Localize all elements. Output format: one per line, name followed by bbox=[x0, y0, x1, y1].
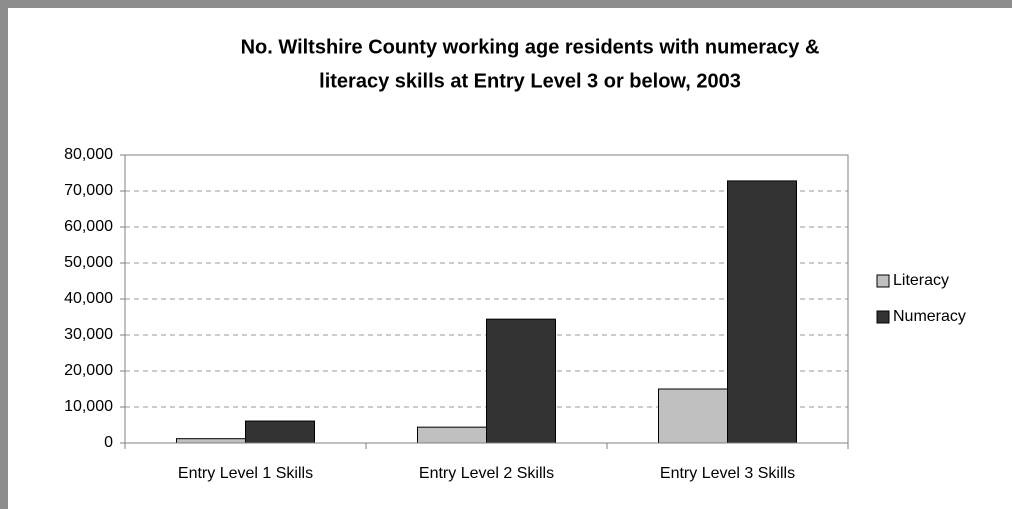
chart-title: No. Wiltshire County working age residen… bbox=[241, 36, 820, 58]
y-tick-label: 70,000 bbox=[64, 182, 113, 199]
bar bbox=[727, 180, 797, 444]
bar bbox=[245, 420, 315, 444]
legend-swatch bbox=[876, 310, 890, 324]
y-tick-label: 80,000 bbox=[64, 146, 113, 163]
x-tick-label: Entry Level 3 Skills bbox=[660, 465, 795, 482]
bar bbox=[486, 318, 556, 444]
y-tick-label: 10,000 bbox=[64, 398, 113, 415]
y-tick-label: 20,000 bbox=[64, 362, 113, 379]
y-tick-label: 30,000 bbox=[64, 326, 113, 343]
legend-swatch bbox=[876, 274, 890, 288]
frame-top bbox=[0, 0, 1012, 8]
y-tick-label: 40,000 bbox=[64, 290, 113, 307]
y-tick-label: 60,000 bbox=[64, 218, 113, 235]
y-tick-label: 50,000 bbox=[64, 254, 113, 271]
legend-label: Numeracy bbox=[893, 308, 966, 325]
bar bbox=[658, 388, 728, 444]
y-tick-label: 0 bbox=[104, 434, 113, 451]
legend-label: Literacy bbox=[893, 272, 949, 289]
frame-left bbox=[0, 0, 8, 509]
x-tick-label: Entry Level 1 Skills bbox=[178, 465, 313, 482]
chart-title: literacy skills at Entry Level 3 or belo… bbox=[319, 70, 741, 92]
bar bbox=[417, 426, 487, 444]
bar bbox=[176, 438, 246, 444]
x-tick-label: Entry Level 2 Skills bbox=[419, 465, 554, 482]
